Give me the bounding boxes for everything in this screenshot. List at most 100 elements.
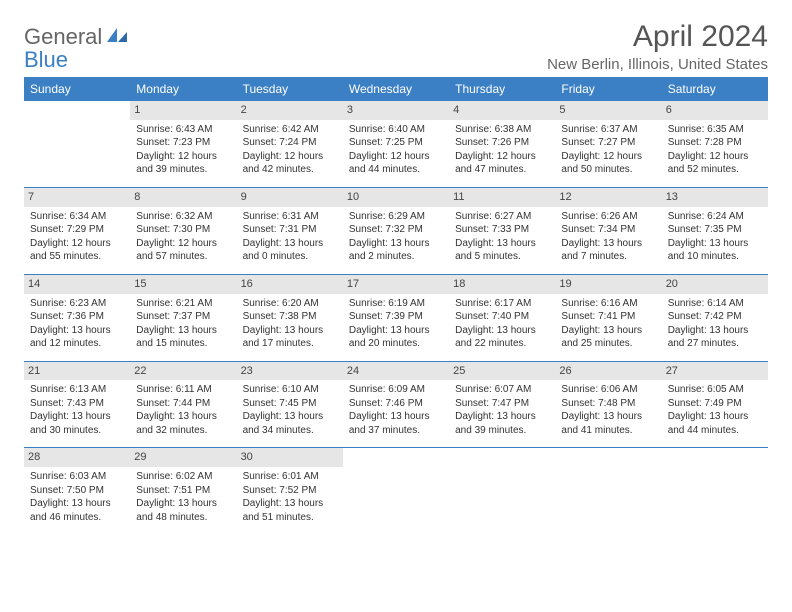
sunset-text: Sunset: 7:40 PM	[455, 310, 549, 324]
day-number: 21	[24, 362, 130, 381]
sunset-text: Sunset: 7:25 PM	[349, 136, 443, 150]
daylight-text: Daylight: 12 hours and 47 minutes.	[455, 150, 549, 177]
daylight-text: Daylight: 12 hours and 50 minutes.	[561, 150, 655, 177]
dow-header: Tuesday	[237, 77, 343, 101]
day-number: 4	[449, 101, 555, 120]
day-number: 26	[555, 362, 661, 381]
sunset-text: Sunset: 7:35 PM	[668, 223, 762, 237]
sunset-text: Sunset: 7:49 PM	[668, 397, 762, 411]
day-cell: 23Sunrise: 6:10 AMSunset: 7:45 PMDayligh…	[237, 361, 343, 448]
daylight-text: Daylight: 12 hours and 52 minutes.	[668, 150, 762, 177]
calendar-table: Sunday Monday Tuesday Wednesday Thursday…	[24, 77, 768, 534]
sunrise-text: Sunrise: 6:35 AM	[668, 123, 762, 137]
daylight-text: Daylight: 13 hours and 17 minutes.	[243, 324, 337, 351]
daylight-text: Daylight: 13 hours and 34 minutes.	[243, 410, 337, 437]
week-row: 21Sunrise: 6:13 AMSunset: 7:43 PMDayligh…	[24, 361, 768, 448]
daylight-text: Daylight: 13 hours and 46 minutes.	[30, 497, 124, 524]
sunrise-text: Sunrise: 6:19 AM	[349, 297, 443, 311]
sunrise-text: Sunrise: 6:06 AM	[561, 383, 655, 397]
day-cell: 1Sunrise: 6:43 AMSunset: 7:23 PMDaylight…	[130, 101, 236, 187]
day-number: 9	[237, 188, 343, 207]
sunset-text: Sunset: 7:48 PM	[561, 397, 655, 411]
day-number: 20	[662, 275, 768, 294]
title-block: April 2024 New Berlin, Illinois, United …	[547, 20, 768, 73]
dow-row: Sunday Monday Tuesday Wednesday Thursday…	[24, 77, 768, 101]
day-number: 12	[555, 188, 661, 207]
dow-header: Sunday	[24, 77, 130, 101]
day-cell: 8 Sunrise: 6:32 AMSunset: 7:30 PMDaylight…	[130, 187, 236, 274]
sunrise-text: Sunrise: 6:21 AM	[136, 297, 230, 311]
day-cell: 2Sunrise: 6:42 AMSunset: 7:24 PMDaylight…	[237, 101, 343, 187]
sunset-text: Sunset: 7:45 PM	[243, 397, 337, 411]
daylight-text: Daylight: 13 hours and 5 minutes.	[455, 237, 549, 264]
sunrise-text: Sunrise: 6:01 AM	[243, 470, 337, 484]
sunrise-text: Sunrise: 6:16 AM	[561, 297, 655, 311]
sunrise-text: Sunrise: 6:17 AM	[455, 297, 549, 311]
sunrise-text: Sunrise: 6:24 AM	[668, 210, 762, 224]
sunset-text: Sunset: 7:46 PM	[349, 397, 443, 411]
day-cell: 24Sunrise: 6:09 AMSunset: 7:46 PMDayligh…	[343, 361, 449, 448]
dow-header: Friday	[555, 77, 661, 101]
sunset-text: Sunset: 7:30 PM	[136, 223, 230, 237]
day-cell: 18 Sunrise: 6:17 AMSunset: 7:40 PMDayligh…	[449, 274, 555, 361]
sunrise-text: Sunrise: 6:09 AM	[349, 383, 443, 397]
daylight-text: Daylight: 13 hours and 44 minutes.	[668, 410, 762, 437]
daylight-text: Daylight: 13 hours and 0 minutes.	[243, 237, 337, 264]
day-cell	[343, 448, 449, 534]
daylight-text: Daylight: 12 hours and 42 minutes.	[243, 150, 337, 177]
sunset-text: Sunset: 7:43 PM	[30, 397, 124, 411]
day-number: 8	[130, 188, 236, 207]
day-cell	[662, 448, 768, 534]
day-number: 16	[237, 275, 343, 294]
day-number: 10	[343, 188, 449, 207]
day-number: 29	[130, 448, 236, 467]
day-number: 18	[449, 275, 555, 294]
sunrise-text: Sunrise: 6:31 AM	[243, 210, 337, 224]
day-cell: 16Sunrise: 6:20 AMSunset: 7:38 PMDayligh…	[237, 274, 343, 361]
day-cell: 10Sunrise: 6:29 AMSunset: 7:32 PMDayligh…	[343, 187, 449, 274]
day-cell: 19Sunrise: 6:16 AMSunset: 7:41 PMDayligh…	[555, 274, 661, 361]
sunrise-text: Sunrise: 6:37 AM	[561, 123, 655, 137]
week-row: 14Sunrise: 6:23 AMSunset: 7:36 PMDayligh…	[24, 274, 768, 361]
day-number: 15	[130, 275, 236, 294]
week-row: 1Sunrise: 6:43 AMSunset: 7:23 PMDaylight…	[24, 101, 768, 187]
dow-header: Thursday	[449, 77, 555, 101]
sunset-text: Sunset: 7:52 PM	[243, 484, 337, 498]
day-cell	[24, 101, 130, 187]
day-number: 25	[449, 362, 555, 381]
sunset-text: Sunset: 7:41 PM	[561, 310, 655, 324]
dow-header: Saturday	[662, 77, 768, 101]
sunrise-text: Sunrise: 6:14 AM	[668, 297, 762, 311]
sunrise-text: Sunrise: 6:43 AM	[136, 123, 230, 137]
page-header: General Blue April 2024 New Berlin, Illi…	[24, 20, 768, 73]
dow-header: Monday	[130, 77, 236, 101]
daylight-text: Daylight: 13 hours and 22 minutes.	[455, 324, 549, 351]
day-number: 11	[449, 188, 555, 207]
daylight-text: Daylight: 12 hours and 55 minutes.	[30, 237, 124, 264]
sunset-text: Sunset: 7:23 PM	[136, 136, 230, 150]
month-title: April 2024	[547, 20, 768, 54]
day-cell: 20Sunrise: 6:14 AMSunset: 7:42 PMDayligh…	[662, 274, 768, 361]
day-cell: 21Sunrise: 6:13 AMSunset: 7:43 PMDayligh…	[24, 361, 130, 448]
location-text: New Berlin, Illinois, United States	[547, 56, 768, 73]
daylight-text: Daylight: 13 hours and 41 minutes.	[561, 410, 655, 437]
sunrise-text: Sunrise: 6:26 AM	[561, 210, 655, 224]
sunrise-text: Sunrise: 6:29 AM	[349, 210, 443, 224]
day-cell: 12Sunrise: 6:26 AMSunset: 7:34 PMDayligh…	[555, 187, 661, 274]
sunrise-text: Sunrise: 6:02 AM	[136, 470, 230, 484]
daylight-text: Daylight: 13 hours and 7 minutes.	[561, 237, 655, 264]
daylight-text: Daylight: 13 hours and 37 minutes.	[349, 410, 443, 437]
day-cell: 13Sunrise: 6:24 AMSunset: 7:35 PMDayligh…	[662, 187, 768, 274]
day-number: 17	[343, 275, 449, 294]
day-number: 13	[662, 188, 768, 207]
sunrise-text: Sunrise: 6:32 AM	[136, 210, 230, 224]
sunrise-text: Sunrise: 6:10 AM	[243, 383, 337, 397]
sunset-text: Sunset: 7:24 PM	[243, 136, 337, 150]
day-cell: 11Sunrise: 6:27 AMSunset: 7:33 PMDayligh…	[449, 187, 555, 274]
day-cell	[555, 448, 661, 534]
day-cell: 7Sunrise: 6:34 AMSunset: 7:29 PMDaylight…	[24, 187, 130, 274]
daylight-text: Daylight: 12 hours and 57 minutes.	[136, 237, 230, 264]
day-cell: 15Sunrise: 6:21 AMSunset: 7:37 PMDayligh…	[130, 274, 236, 361]
sunset-text: Sunset: 7:31 PM	[243, 223, 337, 237]
day-cell: 4Sunrise: 6:38 AMSunset: 7:26 PMDaylight…	[449, 101, 555, 187]
